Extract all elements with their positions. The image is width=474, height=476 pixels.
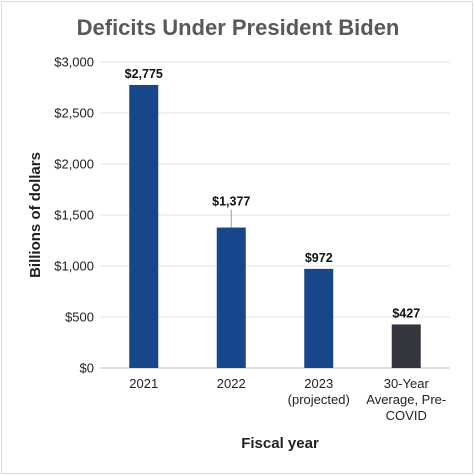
- x-tick-label: 2021: [129, 376, 158, 391]
- y-tick-label: $0: [80, 361, 94, 376]
- x-tick-label-line: 30-Year: [384, 376, 430, 391]
- chart-title: Deficits Under President Biden: [77, 15, 400, 40]
- data-label: $2,775: [125, 67, 163, 81]
- x-tick-label: 2023 (projected): [288, 376, 350, 407]
- data-label: $427: [392, 306, 420, 320]
- data-labels: $2,775 $1,377 $972 $427: [125, 67, 421, 320]
- x-tick-label: 2022: [217, 376, 246, 391]
- x-tick-label-line: (projected): [288, 392, 350, 407]
- x-axis-ticks: 2021 2022 2023 (projected) 30-Year Average, P…: [129, 376, 446, 423]
- y-tick-label: $3,000: [54, 55, 94, 70]
- bar: [304, 268, 334, 368]
- bars: [129, 84, 421, 368]
- bar: [216, 227, 246, 368]
- x-tick-label: 30-Year Average, Pre-COVID: [366, 376, 446, 423]
- y-tick-label: $2,000: [54, 157, 94, 172]
- x-tick-label-line: Average, Pre-: [366, 392, 446, 407]
- y-tick-label: $500: [65, 310, 94, 325]
- bar: [391, 324, 421, 368]
- bar: [129, 84, 159, 368]
- x-tick-label-line: 2022: [217, 376, 246, 391]
- y-tick-label: $1,500: [54, 208, 94, 223]
- y-axis-title: Billions of dollars: [27, 152, 44, 278]
- x-axis-title: Fiscal year: [241, 435, 319, 452]
- data-label: $972: [305, 251, 333, 265]
- y-axis-ticks: $0 $500 $1,000 $1,500 $2,000 $2,500 $3,000: [54, 55, 94, 376]
- y-tick-label: $1,000: [54, 259, 94, 274]
- x-tick-label-line: COVID: [386, 408, 427, 423]
- y-tick-label: $2,500: [54, 106, 94, 121]
- x-tick-label-line: 2023: [304, 376, 333, 391]
- data-label: $1,377: [212, 195, 250, 209]
- gridlines: [100, 61, 450, 369]
- x-tick-label-line: 2021: [129, 376, 158, 391]
